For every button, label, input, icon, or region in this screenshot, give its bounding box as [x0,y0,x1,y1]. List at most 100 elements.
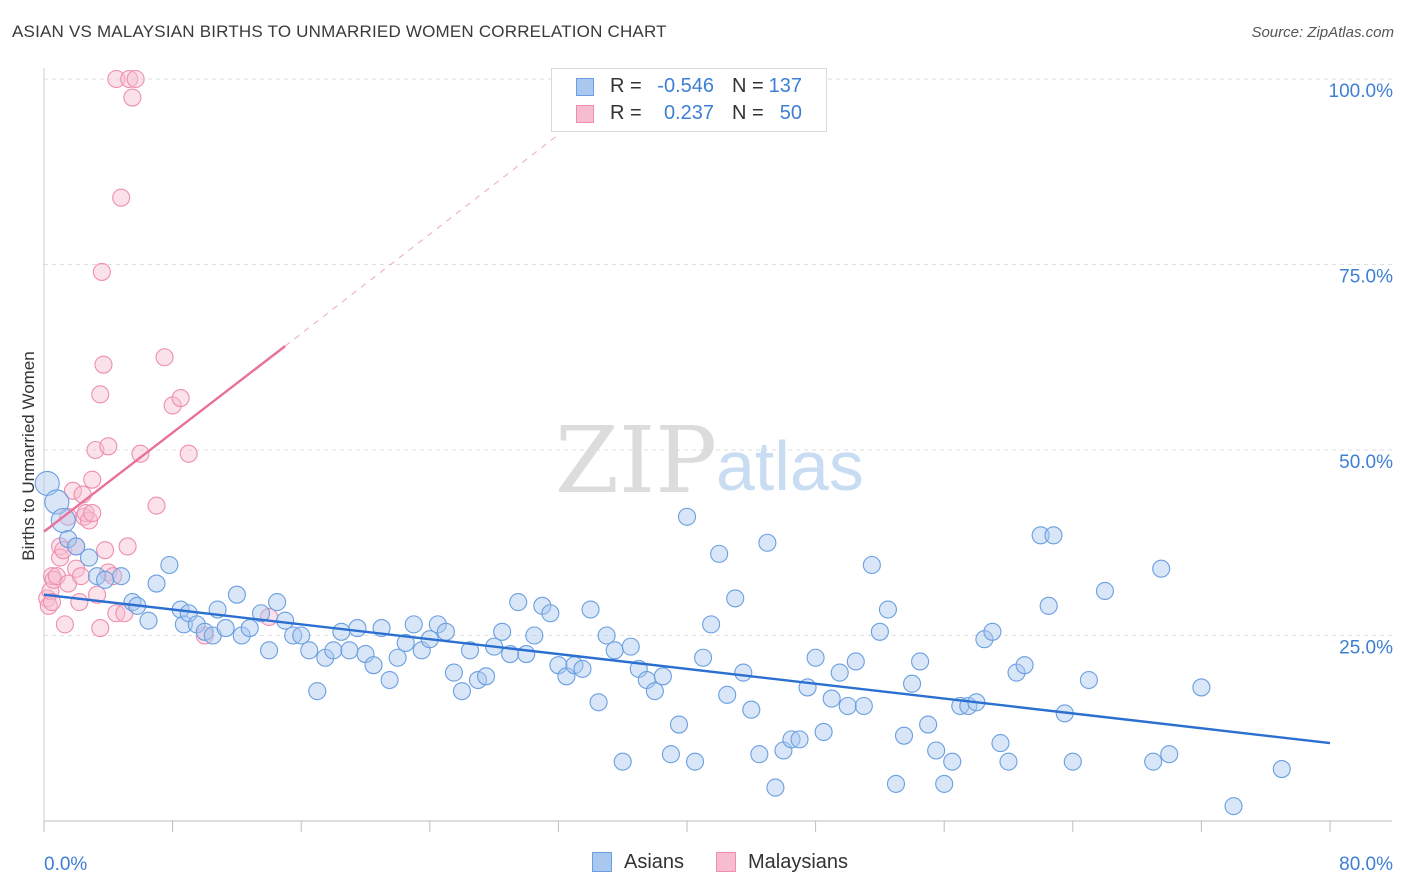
legend-r-value: -0.546 [657,75,714,97]
data-point [1160,745,1179,764]
legend-r-label: R = [610,75,642,97]
watermark-atlas: atlas [716,427,864,505]
data-point [348,619,367,638]
data-point [123,88,142,107]
data-point [685,752,705,771]
data-point [902,674,922,693]
data-point [251,604,271,623]
data-point [886,774,906,793]
data-point [444,663,463,682]
data-point [1031,526,1050,545]
data-point [340,641,359,660]
data-point [96,541,115,560]
data-point [1079,670,1098,690]
data-point [943,752,962,771]
data-point [240,619,259,638]
data-point [227,585,246,604]
data-point [862,555,881,575]
data-point [332,622,351,641]
data-point [92,262,111,281]
bottom-legend-swatch-asians [592,852,612,872]
legend-r-label: R = [610,102,642,124]
data-point [991,734,1010,753]
data-point [605,641,624,660]
data-point [854,696,873,716]
trend-lines [43,134,1331,745]
data-point [396,633,415,652]
watermark: ZIP atlas [555,407,864,514]
data-point [460,641,480,660]
data-point [107,69,126,89]
trend-line-extension [284,134,559,347]
data-point [806,648,825,667]
data-point [216,619,235,638]
y-axis-label: Births to Unmarried Women [19,351,38,560]
data-point [669,715,689,734]
data-point [525,626,544,645]
data-point [47,567,66,586]
data-point [452,682,472,701]
data-point [87,585,107,604]
correlation-legend: R = -0.546 N = 137 R = 0.237 N = 50 [551,68,827,132]
data-point [573,659,592,678]
bottom-legend-swatch-malaysians [716,852,736,872]
data-point [509,593,528,612]
y-tick-label: 50.0% [1339,452,1393,473]
data-point [364,656,383,675]
data-point [653,667,672,686]
data-point [541,604,560,623]
data-point [292,626,311,645]
data-point [308,682,327,701]
data-point [171,389,190,408]
data-point [83,504,102,523]
data-point [91,619,110,638]
y-tick-label: 100.0% [1329,81,1394,102]
legend-n-value: 50 [779,102,802,124]
data-point [300,641,319,660]
data-point [42,593,62,612]
legend-n-label: N = [732,75,764,97]
data-point [91,385,110,404]
data-point [179,444,198,463]
watermark-zip: ZIP [555,407,717,514]
data-point [99,437,118,456]
data-point [927,741,946,760]
data-point [70,593,89,612]
legend-r-value: 0.237 [663,102,714,124]
data-point [155,348,174,367]
data-point [999,752,1018,771]
bottom-legend-label-asians: Asians [624,851,685,873]
data-point [581,600,600,619]
data-point [1152,559,1171,578]
data-point [710,544,729,563]
data-point [734,663,753,682]
data-point [63,481,82,500]
data-point [517,644,536,664]
legend-n-value: 137 [768,75,802,97]
data-point [718,685,737,704]
data-point [870,622,889,641]
data-point [894,726,914,745]
data-point [112,188,131,207]
data-point [702,615,721,634]
data-point [838,696,857,716]
data-point [1192,678,1211,697]
data-point [493,622,512,641]
trend-line [43,593,1331,745]
data-point [742,700,761,719]
data-point [126,69,145,89]
data-point [1044,526,1063,545]
data-point [44,489,70,515]
data-point [814,722,833,742]
data-point [766,778,785,797]
data-point [71,567,91,586]
data-point [790,730,809,749]
data-point [436,622,455,641]
data-point [96,570,115,589]
data-point [677,507,697,526]
y-tick-label: 25.0% [1339,638,1393,659]
data-point [935,774,954,793]
data-point [1015,656,1034,675]
data-point [1144,752,1163,771]
